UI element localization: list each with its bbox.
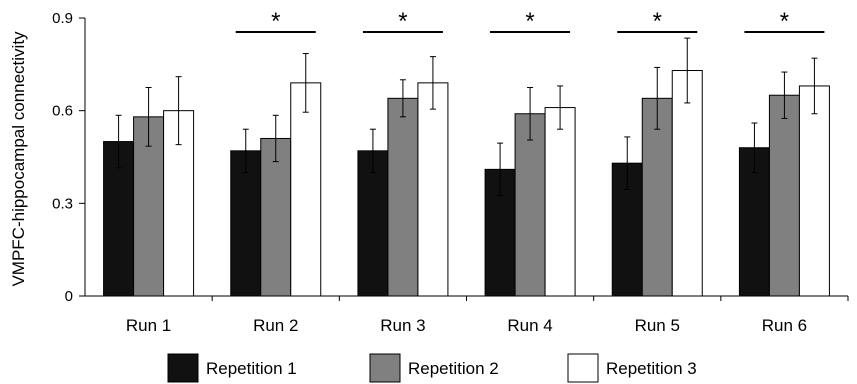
bar [798,85,830,297]
bar [768,94,800,297]
legend-label: Repetition 3 [606,359,697,378]
bar [357,150,389,297]
y-tick-label: 0.9 [52,10,73,27]
legend-swatch [567,353,599,383]
x-tick-label: Run 5 [635,316,680,335]
x-tick-label: Run 2 [253,316,298,335]
legend-swatch [369,353,401,383]
x-tick-label: Run 4 [507,316,552,335]
x-tick-label: Run 6 [762,316,807,335]
significance-star: * [398,8,407,35]
y-axis-label: VMPFC-hippocampal connectivity [9,31,28,287]
bar [230,150,262,297]
significance-star: * [780,8,789,35]
significance-markers: * * * * * [235,8,825,35]
legend-label: Repetition 1 [206,359,297,378]
bar [417,82,449,297]
bar [290,82,322,297]
significance-star: * [653,8,662,35]
y-tick-label: 0.3 [52,195,73,212]
legend-swatch [167,353,199,383]
x-tick-label: Run 3 [380,316,425,335]
bar [671,70,703,297]
significance-star: * [271,8,280,35]
axes: 0 0.3 0.6 0.9 Run 1 Run 2 Run 3 Run 4 Run 5 Run 6 [52,10,849,335]
legend-label: Repetition 2 [408,359,499,378]
y-tick-label: 0.6 [52,103,73,120]
significance-star: * [525,8,534,35]
bar [544,107,576,297]
bar [514,113,546,297]
bars [103,37,830,297]
bar [133,116,165,297]
x-tick-label: Run 1 [126,316,171,335]
bar [387,97,419,297]
legend: Repetition 1 Repetition 2 Repetition 3 [167,353,697,383]
y-tick-label: 0 [65,288,73,305]
